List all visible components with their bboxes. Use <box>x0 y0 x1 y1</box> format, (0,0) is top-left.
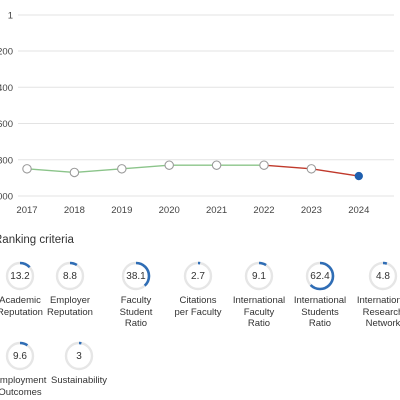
criterion-score: 13.2 <box>10 270 30 282</box>
gauge-arc <box>64 341 94 371</box>
x-tick-label: 2024 <box>348 205 369 216</box>
criterion-score: 3 <box>76 350 82 362</box>
series-line-segment <box>263 164 312 170</box>
data-point[interactable] <box>306 164 317 174</box>
criterion-gauge: 13.2 <box>5 261 35 291</box>
criterion-label: Sustainability <box>46 375 112 387</box>
ranking-criteria-heading: Ranking criteria <box>0 234 74 246</box>
data-point[interactable] <box>259 160 269 170</box>
rank-history-chart: 1 200 400 600 800 10002017 2018 2019 2020 2021 202… <box>0 11 394 216</box>
criterion-item: 38.1 Faculty Student Ratio <box>103 261 169 330</box>
y-tick-label: 400 <box>0 83 13 94</box>
data-point[interactable] <box>22 164 32 174</box>
gauge-arc <box>5 261 35 291</box>
series-line-segment <box>74 168 122 174</box>
series-line-segment <box>311 168 359 177</box>
criterion-label-line: Research <box>362 306 400 318</box>
data-point[interactable] <box>211 160 222 170</box>
gauge-arc <box>305 261 335 291</box>
data-point-current[interactable] <box>354 171 363 181</box>
criterion-score: 2.7 <box>191 270 205 282</box>
gauge-arc <box>368 261 398 291</box>
criterion-label-line: Employer <box>49 295 91 306</box>
criterion-label-line: Employment <box>0 375 47 386</box>
x-tick-label: 2018 <box>64 205 85 216</box>
y-tick-label: 800 <box>0 155 13 166</box>
x-tick-label: 2020 <box>159 205 180 216</box>
criterion-label-line: Faculty <box>120 295 152 306</box>
criterion-label: International Faculty Ratio <box>226 295 292 330</box>
criterion-label-line: Students <box>301 306 339 318</box>
y-tick-label: 600 <box>0 119 13 130</box>
series-line-segment <box>26 168 75 174</box>
criterion-score: 8.8 <box>63 270 77 282</box>
criterion-label-line: International <box>356 295 400 306</box>
criterion-label: Citations per Faculty <box>165 295 231 318</box>
criterion-score: 9.6 <box>13 350 27 362</box>
criterion-item: 9.6 EmploymentOutcomes <box>0 341 53 398</box>
criterion-item: 3 Sustainability <box>46 341 112 387</box>
criterion-label: InternationalResearchNetwork <box>350 295 400 330</box>
criterion-score: 38.1 <box>126 270 146 282</box>
criterion-item: 8.8 Employer Reputation <box>37 261 103 318</box>
criterion-gauge: 4.8 <box>368 261 398 291</box>
x-tick-label: 2017 <box>16 205 37 216</box>
criterion-label-line: Reputation <box>47 306 93 318</box>
criterion-gauge: 8.8 <box>55 261 85 291</box>
criterion-label-line: Citations <box>179 295 217 306</box>
criterion-gauge: 38.1 <box>121 261 151 291</box>
data-point[interactable] <box>164 160 174 170</box>
gauge-arc <box>5 341 35 371</box>
criterion-label-line: International <box>293 295 347 306</box>
criterion-gauge: 2.7 <box>183 261 213 291</box>
y-tick-label: 1 <box>8 11 13 22</box>
criterion-gauge: 3 <box>64 341 94 371</box>
data-point[interactable] <box>117 164 127 174</box>
criterion-gauge: 9.6 <box>5 341 35 371</box>
criterion-label-line: per Faculty <box>174 306 222 318</box>
data-point[interactable] <box>69 167 80 178</box>
criterion-gauge: 62.4 <box>305 261 335 291</box>
gauge-arc <box>244 261 274 291</box>
criterion-label: Faculty Student Ratio <box>103 295 169 330</box>
gauge-arc <box>55 261 85 291</box>
criterion-score: 9.1 <box>252 270 266 282</box>
criterion-label-line: Outcomes <box>0 386 42 398</box>
x-tick-label: 2022 <box>253 205 274 216</box>
criterion-item: 62.4 International Students Ratio <box>287 261 353 330</box>
criterion-label-line: Sustainability <box>51 375 107 386</box>
criterion-label-line: Reputation <box>0 306 43 318</box>
x-tick-label: 2019 <box>111 205 132 216</box>
criterion-label-line: Student <box>119 306 153 318</box>
criterion-label: Employer Reputation <box>37 295 103 318</box>
criterion-score: 62.4 <box>310 270 330 282</box>
criterion-item: 4.8 InternationalResearchNetwork <box>350 261 400 330</box>
y-tick-label: 200 <box>0 47 13 58</box>
criterion-label: EmploymentOutcomes <box>0 375 53 398</box>
criterion-label: Academic Reputation <box>0 295 53 318</box>
gauge-arc <box>183 261 213 291</box>
criterion-gauge: 9.1 <box>244 261 274 291</box>
criterion-item: 9.1 International Faculty Ratio <box>226 261 292 330</box>
criterion-label-line: Network <box>365 318 400 329</box>
criterion-label-line: Ratio <box>247 318 271 329</box>
criterion-score: 4.8 <box>376 270 390 282</box>
criterion-item: 2.7 Citations per Faculty <box>165 261 231 318</box>
criterion-label-line: Ratio <box>124 318 148 329</box>
series-line-segment <box>121 164 170 170</box>
criterion-label-line: Faculty <box>243 306 275 318</box>
criterion-label: International Students Ratio <box>287 295 353 330</box>
x-tick-label: 2023 <box>301 205 322 216</box>
x-tick-label: 2021 <box>206 205 227 216</box>
criterion-item: 13.2 Academic Reputation <box>0 261 53 318</box>
criterion-label-line: Ratio <box>308 318 332 329</box>
gauge-arc <box>121 261 151 291</box>
criterion-label-line: International <box>232 295 286 306</box>
criterion-label-line: Academic <box>0 295 41 306</box>
